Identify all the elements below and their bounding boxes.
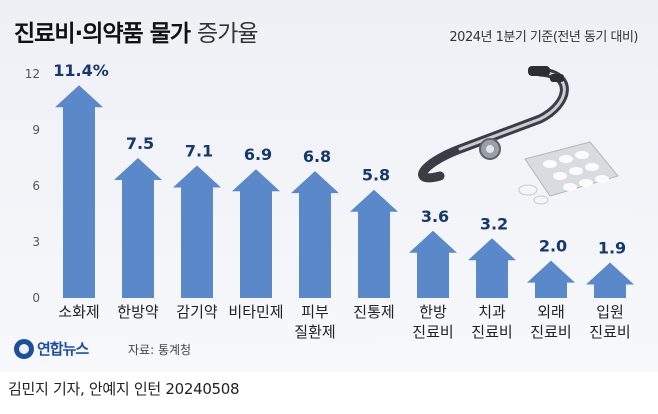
category-label: 외래 [537,303,565,321]
bar [114,158,162,298]
title-bold: 진료비·의약품 물가 [14,21,191,47]
credit-line: 김민지 기자, 안예지 인턴 20240508 [8,380,240,398]
y-axis: 0 3 6 9 12 [25,67,40,305]
bar [350,189,398,298]
data-label: 6.9 [244,145,272,164]
y-tick-label: 0 [32,291,40,305]
bars [55,85,634,298]
data-label: 3.2 [480,214,508,233]
pill-blister-icon [518,141,619,205]
data-label: 3.6 [421,207,449,226]
yonhap-logo-icon [14,338,34,359]
bar [173,165,221,298]
category-label: 비타민제 [228,303,283,321]
bar [409,230,457,298]
data-label: 7.1 [185,141,213,160]
category-label: 진료비 [471,323,512,341]
bar [55,85,103,298]
logo: 연합뉴스 [14,338,89,359]
data-label: 5.8 [362,166,390,185]
logo-text: 연합뉴스 [37,340,89,358]
title-light: 증가율 [197,21,258,47]
chart-subtitle: 2024년 1분기 기준(전년 동기 대비) [449,30,638,45]
y-tick-label: 12 [25,67,40,81]
category-label: 한방약 [117,303,159,321]
data-label: 7.5 [126,134,154,153]
stethoscope-pills-illustration [418,66,619,205]
data-label: 11.4% [53,61,109,80]
source-note: 자료: 통계청 [128,343,192,357]
category-label: 입원 [596,303,624,321]
category-label: 질환제 [294,323,335,341]
category-label: 진료비 [589,323,630,341]
data-label: 1.9 [598,239,626,258]
category-label: 감기약 [176,303,218,321]
bar [527,260,575,298]
bar [586,262,634,298]
y-tick-label: 9 [32,123,40,137]
category-label: 소화제 [58,303,99,321]
data-label: 2.0 [539,237,567,256]
y-tick-label: 6 [32,179,40,193]
value-labels: 11.4% 7.5 7.1 6.9 6.8 5.8 3.6 3.2 2.0 1.9 [53,61,626,257]
category-label: 진통제 [353,303,394,321]
category-label: 치과 [478,303,506,321]
page-title: 진료비·의약품 물가 증가율 [14,14,259,48]
data-label: 6.8 [303,147,331,166]
bar [468,238,516,298]
category-label: 진료비 [530,323,571,341]
category-label: 피부 [301,303,329,321]
bar [232,169,280,298]
category-label: 한방 [419,303,447,321]
y-tick-label: 3 [32,235,40,249]
category-label: 진료비 [412,323,453,341]
stethoscope-icon [418,66,569,183]
bar [291,171,339,298]
